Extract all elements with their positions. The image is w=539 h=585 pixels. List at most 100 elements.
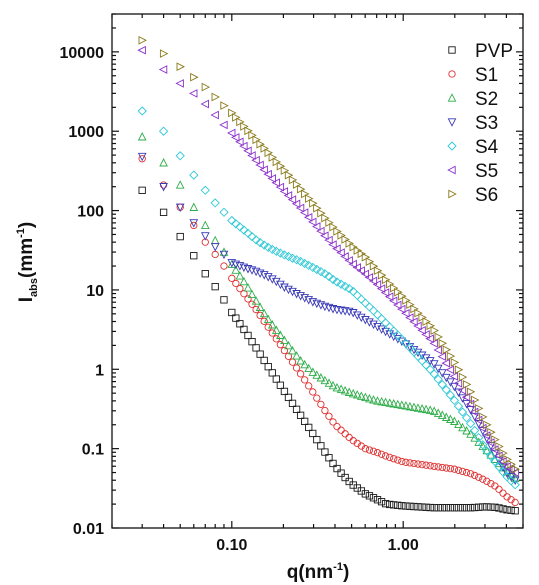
data-point-s2 [255,302,265,311]
data-point-s3 [486,442,496,451]
data-point-s4 [429,369,439,379]
data-point-pvp [313,435,321,444]
data-point-s6 [309,198,318,208]
data-point-s6 [345,239,354,248]
data-point-s1 [345,433,353,442]
data-point-s6 [201,82,211,92]
data-point-s3 [348,309,358,318]
legend-item: S1 [448,65,498,86]
data-point-s5 [303,212,313,222]
data-point-s6 [373,266,383,276]
data-point-s2 [482,445,492,455]
data-point-s3 [137,152,147,162]
data-point-pvp [329,459,337,468]
data-point-s3 [284,285,293,295]
data-point-s3 [288,287,297,297]
data-point-s2 [397,400,407,409]
data-point-pvp [256,350,264,358]
data-point-pvp [260,356,268,365]
data-point-s2 [365,393,374,403]
data-point-s4 [364,302,375,312]
data-point-s6 [414,308,423,318]
data-point-s1 [276,341,285,349]
data-point-pvp [236,320,244,328]
data-point-s6 [301,189,310,199]
data-point-s6 [483,420,492,430]
data-point-s6 [410,304,419,314]
data-point-s2 [478,441,488,451]
data-point-pvp [422,503,430,511]
data-point-s5 [364,273,374,282]
data-point-s6 [268,153,278,162]
data-point-s6 [248,130,257,140]
data-point-s2 [159,158,168,167]
data-point-s5 [397,304,406,314]
data-point-pvp [503,506,511,514]
data-point-s4 [510,480,520,490]
data-point-s6 [418,313,427,322]
data-point-s6 [475,404,484,413]
data-point-s1 [426,462,434,470]
series-s2 [137,132,520,483]
data-point-s2 [292,351,301,360]
data-point-s4 [239,225,249,235]
data-point-s6 [252,135,261,145]
data-point-s2 [417,404,427,413]
data-point-pvp [406,502,414,510]
data-point-s1 [381,452,390,460]
data-point-s4 [259,240,269,250]
data-point-s4 [498,467,508,477]
series-s4 [137,106,520,490]
data-point-s1 [190,221,198,230]
data-point-s3 [189,219,199,228]
data-point-pvp [483,503,491,511]
data-point-s5 [490,445,499,454]
data-point-s5 [235,137,244,147]
data-point-s1 [159,181,168,189]
data-point-pvp [296,411,305,419]
data-point-s4 [312,264,322,275]
data-point-pvp [211,282,219,291]
data-point-s5 [384,292,394,302]
data-point-s6 [296,184,306,194]
data-point-s5 [267,174,276,183]
legend: PVP S1 S2 S3 S4 S5 S6 [447,41,513,206]
legend-marker [448,189,457,199]
data-point-s4 [372,310,383,320]
data-point-s5 [324,235,333,245]
data-point-s5 [413,321,422,331]
legend-label: S1 [475,65,498,86]
data-point-pvp [305,423,313,432]
data-point-s4 [304,260,314,271]
data-point-s5 [320,231,329,241]
data-point-s2 [271,325,281,334]
data-point-pvp [309,429,317,438]
data-point-s3 [356,313,366,323]
data-point-pvp [341,473,349,482]
data-point-s2 [189,202,199,211]
data-point-s4 [425,364,435,375]
data-point-s4 [437,379,447,390]
data-point-s6 [426,321,435,331]
data-point-s2 [510,473,520,483]
data-point-s3 [381,327,390,337]
data-point-s5 [251,155,260,165]
data-point-s2 [433,408,443,417]
data-point-s1 [511,498,519,507]
data-point-s6 [280,166,290,175]
data-point-s2 [320,375,330,385]
data-point-s6 [462,380,472,389]
data-point-s5 [433,345,442,355]
data-point-s4 [263,242,273,253]
data-point-s5 [279,187,289,196]
data-point-s3 [259,271,269,280]
data-point-pvp [446,504,455,512]
data-point-s3 [361,316,370,325]
x-axis-title-main: q(nm [287,562,333,583]
data-point-s6 [369,261,379,271]
data-point-s6 [361,252,371,262]
data-point-s4 [137,106,147,116]
data-point-s6 [511,464,520,474]
data-point-s2 [470,433,480,442]
data-point-s5 [340,252,349,261]
